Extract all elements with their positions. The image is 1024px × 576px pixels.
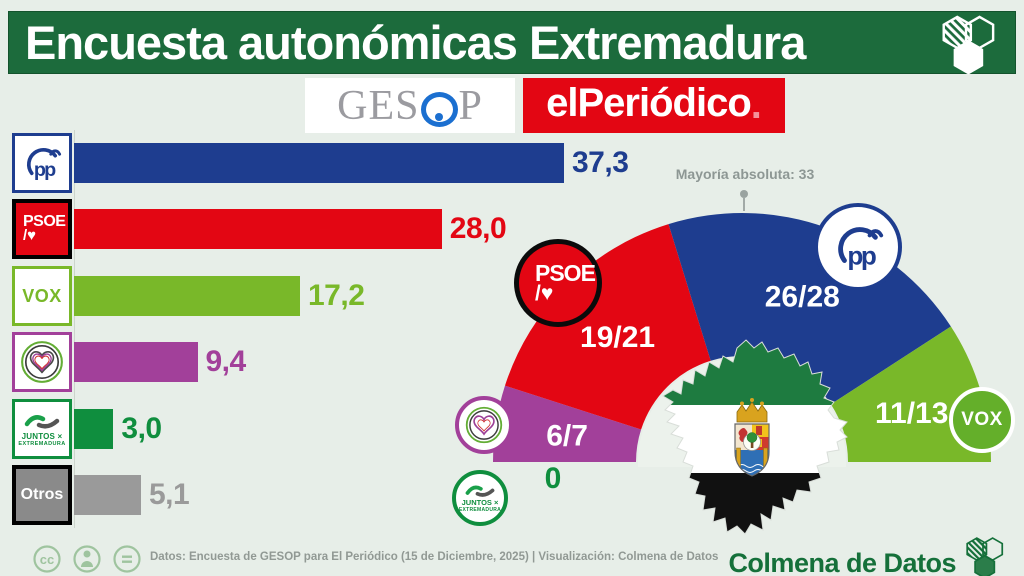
psoe-circle-logo: PSOE /♥ xyxy=(514,239,602,327)
seat-label-unidas: 6/7 xyxy=(546,420,588,453)
unidas-circle-logo xyxy=(455,396,513,454)
psoe-circle-text-2: /♥ xyxy=(535,281,554,305)
elperiodico-dot: . xyxy=(750,83,762,127)
bar-unidas xyxy=(74,342,198,382)
vox-circle-logo: VOX xyxy=(949,387,1015,453)
psoe-logo: PSOE /♥ xyxy=(12,199,72,259)
no-derivatives-icon xyxy=(122,555,132,563)
bar-row-juntos: JUNTOS × EXTREMADURA 3,0 xyxy=(12,399,162,459)
bar-value-psoe: 28,0 xyxy=(449,212,507,245)
bar-value-vox: 17,2 xyxy=(308,279,365,312)
seat-label-pp: 26/28 xyxy=(765,281,840,314)
pp-circle-letters: pp xyxy=(847,240,876,270)
brand-name: Colmena de Datos xyxy=(728,548,956,576)
bar-row-otros: Otros 5,1 xyxy=(12,465,190,525)
seat-label-vox: 11/13 xyxy=(875,397,948,430)
psoe-text-2: /♥ xyxy=(23,227,37,245)
hemicycle-segment-unidas xyxy=(493,385,642,462)
map-outline xyxy=(662,339,848,535)
bar-vox xyxy=(74,276,300,316)
elperiodico-text: elPeriódico xyxy=(546,81,752,125)
bar-chart-axis xyxy=(74,130,75,528)
creative-commons-license-icons: cc xyxy=(33,545,141,573)
colmena-hexagon-logo-white-icon xyxy=(942,15,995,75)
pp-bird-icon: pp xyxy=(838,227,884,270)
juntos-text-1: JUNTOS × xyxy=(21,431,63,441)
juntos-seat-label: 0 xyxy=(544,462,562,495)
juntos-logo: JUNTOS × EXTREMADURA xyxy=(12,399,72,459)
header-bar: Encuesta autonómicas Extremadura xyxy=(8,11,1016,75)
bar-otros xyxy=(74,475,141,515)
pp-letters: pp xyxy=(34,159,56,181)
extremadura-flag-map xyxy=(662,339,848,535)
attribution-person-icon xyxy=(81,550,93,567)
vox-circle-text: VOX xyxy=(961,409,1003,430)
unidas-heart-icon xyxy=(465,406,503,444)
colmena-hexagon-logo-green-icon xyxy=(966,537,1004,576)
bar-row-unidas: 9,4 xyxy=(12,332,246,392)
otros-label-box: Otros xyxy=(12,465,72,525)
bar-value-pp: 37,3 xyxy=(572,146,629,179)
bar-psoe xyxy=(74,209,442,249)
gesop-text-left: GES xyxy=(337,82,420,129)
extremadura-coat-of-arms xyxy=(734,398,770,477)
unidas-logo xyxy=(12,332,72,392)
juntos-circle-text-2: EXTREMADURA xyxy=(458,507,502,513)
juntos-circle-logo: JUNTOS × EXTREMADURA xyxy=(452,470,508,526)
source-attribution: Datos: Encuesta de GESOP para El Periódi… xyxy=(150,551,719,563)
gesop-text-right: P xyxy=(458,82,483,129)
psoe-text-1: PSOE xyxy=(23,213,66,231)
otros-text: Otros xyxy=(20,486,64,503)
pp-logo: pp xyxy=(12,133,72,193)
bar-juntos xyxy=(74,409,114,449)
cc-icon: cc xyxy=(40,552,54,567)
majority-annotation: Mayoría absoluta: 33 xyxy=(675,166,815,182)
elperiodico-logo: elPeriódico. xyxy=(523,78,785,133)
juntos-text-2: EXTREMADURA xyxy=(18,440,66,447)
juntos-swoosh-icon xyxy=(465,485,495,497)
page-title: Encuesta autonómicas Extremadura xyxy=(25,16,806,69)
pp-bird-icon: pp xyxy=(26,148,62,181)
bar-value-juntos: 3,0 xyxy=(121,412,162,445)
hemicycle-segment-psoe xyxy=(505,224,711,430)
bar-row-psoe: PSOE /♥ 28,0 xyxy=(12,199,507,259)
bar-value-otros: 5,1 xyxy=(149,478,190,511)
gesop-eye-icon xyxy=(420,92,458,127)
bar-row-vox: VOX 17,2 xyxy=(12,266,365,326)
seat-label-psoe: 19/21 xyxy=(580,321,655,354)
unidas-heart-icon xyxy=(21,341,63,383)
vox-logo: VOX xyxy=(12,266,72,326)
bar-pp xyxy=(74,143,564,183)
juntos-circle-text-1: JUNTOS × xyxy=(461,498,499,507)
pp-circle-logo: pp xyxy=(814,203,902,291)
psoe-circle-text-1: PSOE xyxy=(535,259,596,286)
bar-row-pp: pp 37,3 xyxy=(12,133,629,193)
gesop-logo: GES P xyxy=(305,78,515,133)
vox-text: VOX xyxy=(22,285,62,306)
bar-value-unidas: 9,4 xyxy=(205,345,247,378)
juntos-swoosh-icon xyxy=(24,414,60,429)
